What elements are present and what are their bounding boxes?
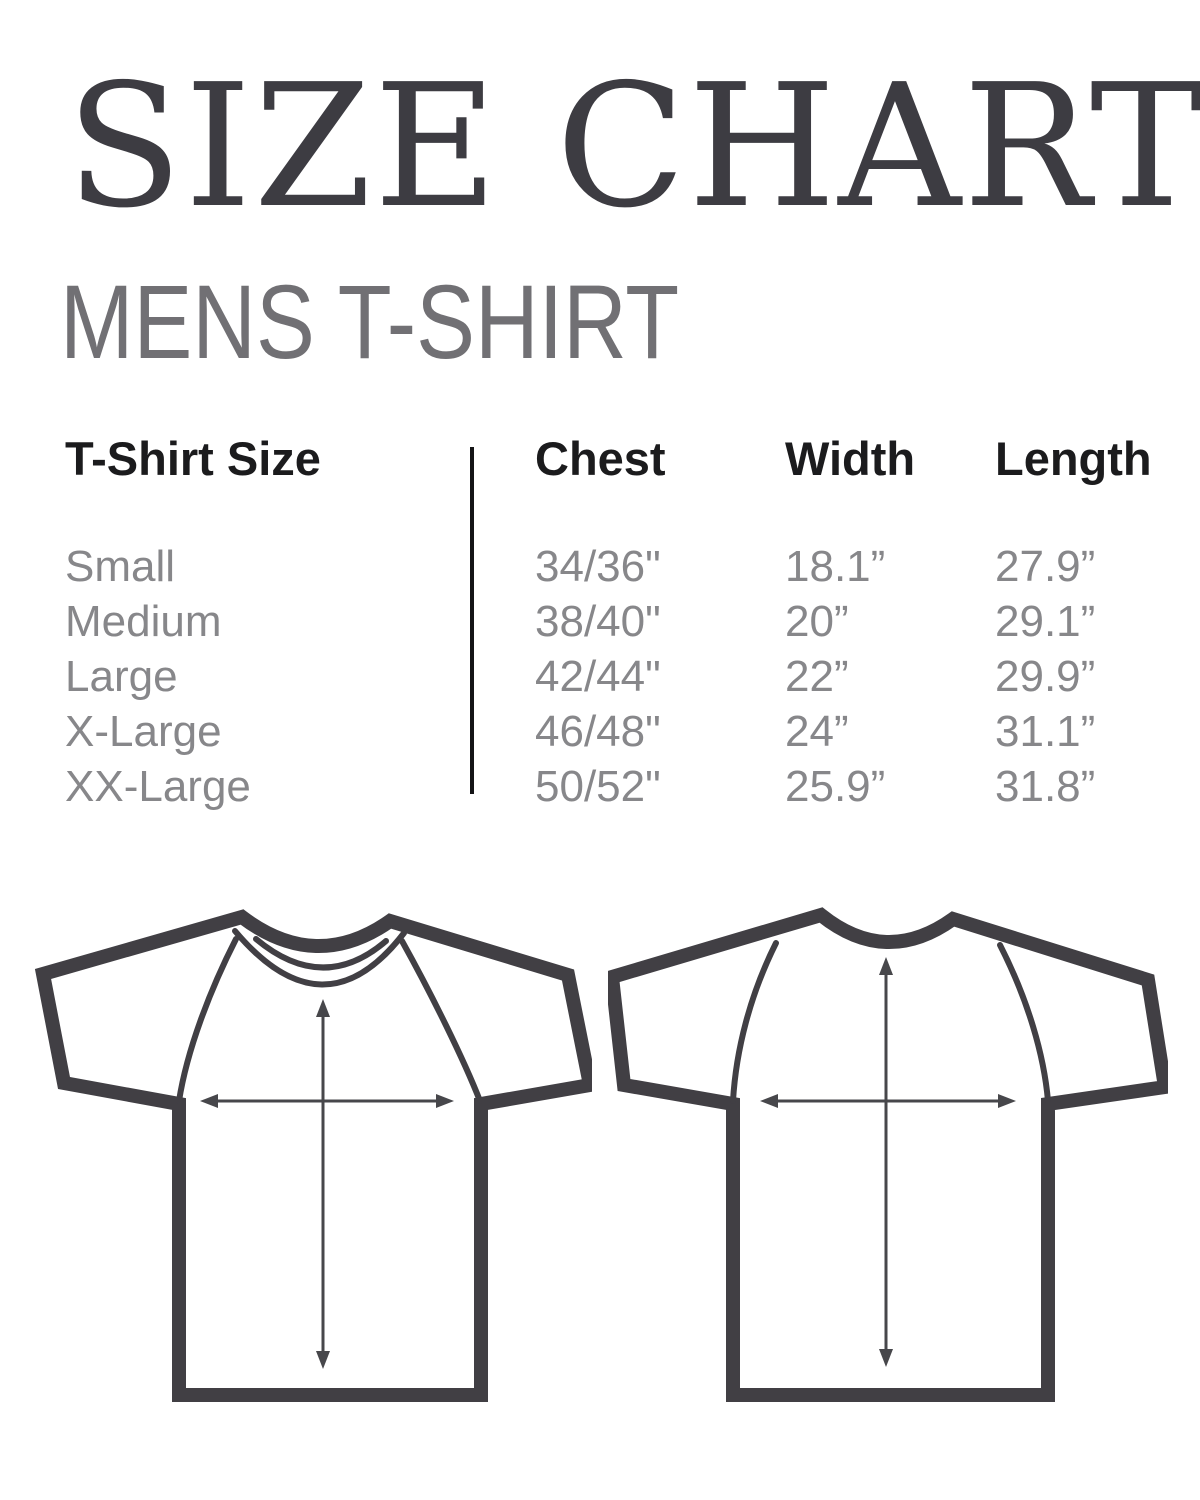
page-title: SIZE CHART (66, 48, 1200, 246)
back-length-arrow (879, 957, 893, 1367)
table-cell-length: 31.1” (995, 707, 1096, 756)
table-cell-width: 22” (785, 652, 849, 701)
table-cell-length: 31.8” (995, 762, 1096, 811)
table-cell-chest: 38/40" (535, 597, 661, 646)
table-cell-size: XX-Large (65, 762, 251, 811)
table-cell-width: 20” (785, 597, 849, 646)
table-cell-length: 27.9” (995, 542, 1096, 591)
table-cell-chest: 34/36" (535, 542, 661, 591)
table-cell-width: 25.9” (785, 762, 886, 811)
front-right-shoulder-seam (399, 938, 483, 1104)
column-header-width: Width (785, 432, 916, 485)
tshirt-front-diagram (34, 909, 592, 1402)
table-cell-size: X-Large (65, 707, 222, 756)
table-cell-chest: 50/52" (535, 762, 661, 811)
front-length-arrow (316, 999, 330, 1369)
table-cell-size: Small (65, 542, 176, 591)
table-cell-chest: 42/44" (535, 652, 661, 701)
front-collar-outer (232, 928, 407, 988)
column-header-chest: Chest (535, 432, 666, 485)
front-left-shoulder-seam (176, 936, 239, 1104)
table-divider (470, 447, 474, 794)
size-table-header: T-Shirt Size Chest Width Length (65, 431, 1165, 487)
front-collar-inner (253, 936, 389, 971)
back-right-shoulder-seam (997, 942, 1051, 1104)
table-cell-length: 29.9” (995, 652, 1096, 701)
front-shirt-outline (34, 909, 592, 1402)
back-shirt-outline (608, 907, 1168, 1402)
table-cell-size: Large (65, 652, 178, 701)
table-cell-width: 18.1” (785, 542, 886, 591)
column-header-size: T-Shirt Size (65, 432, 321, 485)
front-chest-width-arrow (200, 1094, 454, 1108)
page-subtitle: MENS T-SHIRT (60, 264, 680, 381)
tshirt-back-diagram (608, 907, 1168, 1402)
column-header-length: Length (995, 432, 1152, 485)
table-cell-size: Medium (65, 597, 222, 646)
table-cell-length: 29.1” (995, 597, 1096, 646)
size-table-body: Small 34/36" 18.1” 27.9” Medium 38/40" 2… (65, 539, 1165, 814)
back-left-shoulder-seam (730, 940, 779, 1104)
table-cell-chest: 46/48" (535, 707, 661, 756)
table-cell-width: 24” (785, 707, 849, 756)
back-chest-width-arrow (760, 1094, 1016, 1108)
